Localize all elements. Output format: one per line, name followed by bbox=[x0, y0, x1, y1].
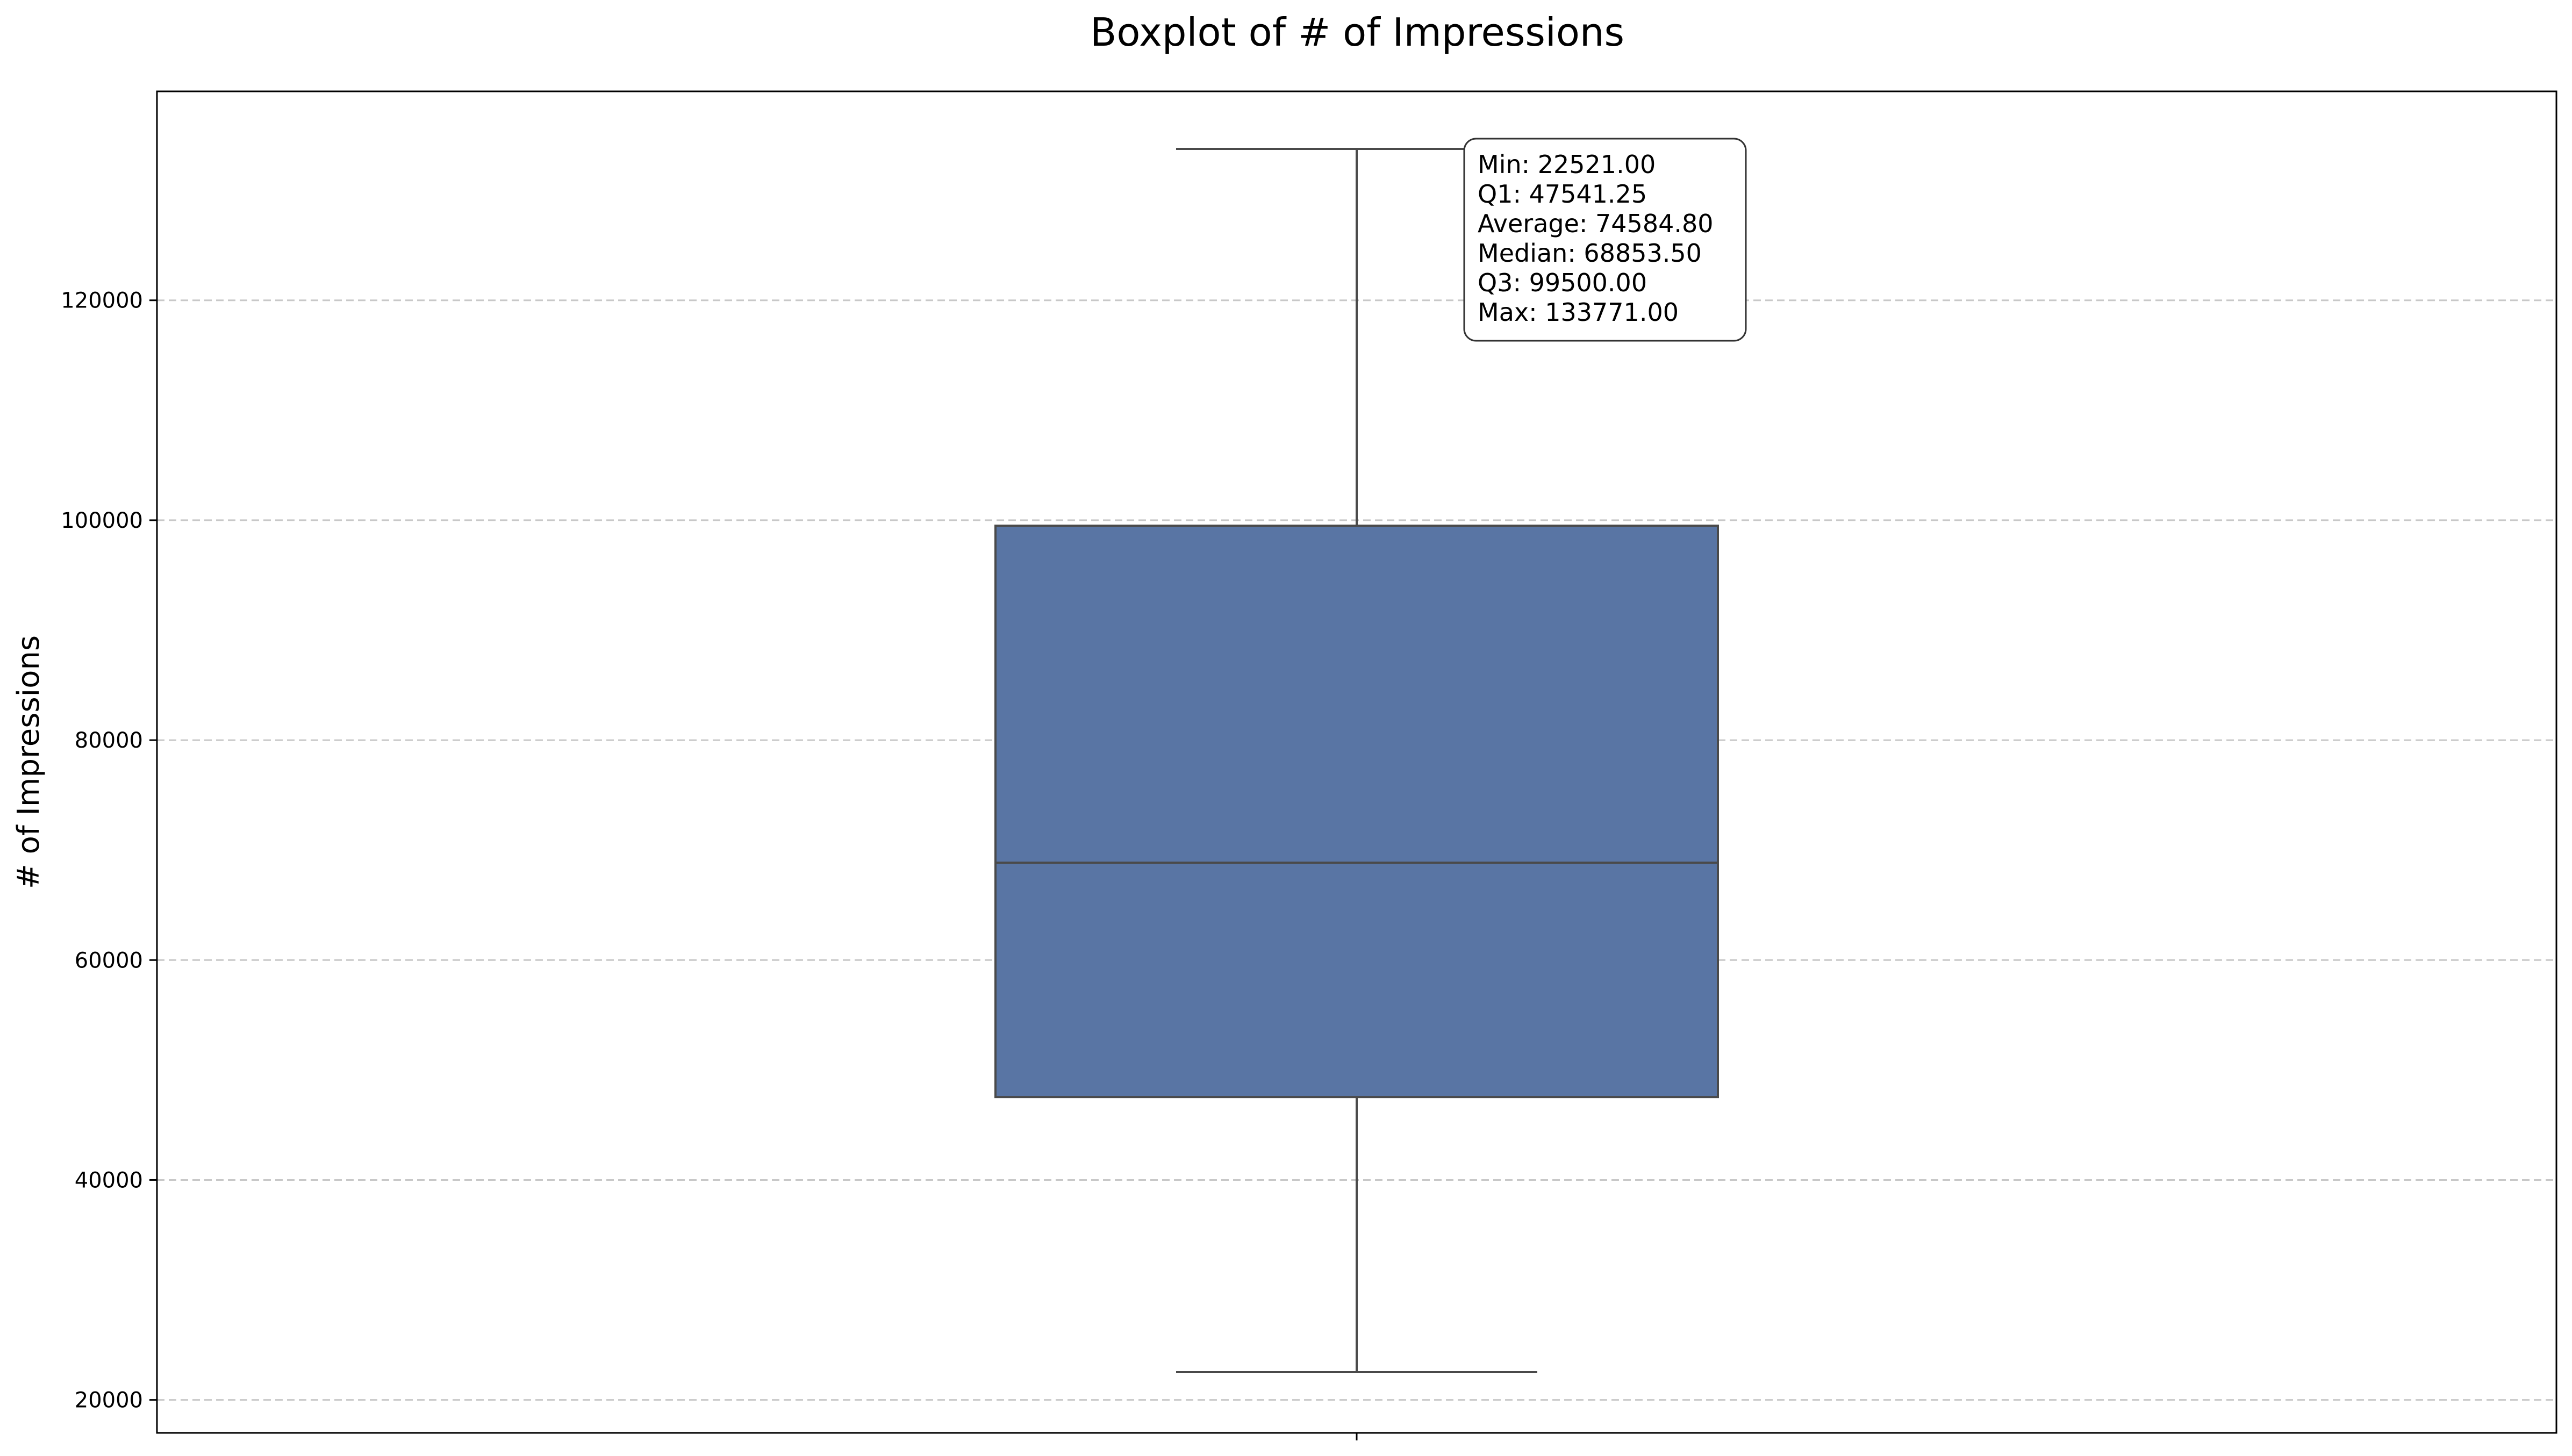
chart-title: Boxplot of # of Impressions bbox=[1090, 10, 1624, 55]
annotation-min: Min: 22521.00 bbox=[1478, 150, 1656, 179]
y-tick-label: 60000 bbox=[75, 948, 143, 973]
y-axis-label: # of Impressions bbox=[11, 635, 46, 889]
y-tick-label: 20000 bbox=[75, 1388, 143, 1413]
annotation-box bbox=[1463, 138, 1747, 342]
annotation-q3: Q3: 99500.00 bbox=[1478, 268, 1647, 297]
y-tick-label: 100000 bbox=[61, 508, 143, 533]
y-tick-label: 40000 bbox=[75, 1168, 143, 1193]
box-layer bbox=[994, 147, 1719, 1374]
annotation-q1: Q1: 47541.25 bbox=[1478, 180, 1647, 209]
y-tick-label: 80000 bbox=[75, 728, 143, 753]
iqr-box bbox=[994, 525, 1719, 1099]
y-axis: 20000 40000 60000 80000 100000 120000 bbox=[61, 289, 157, 1413]
stats-annotation: Min: 22521.00 Q1: 47541.25 Average: 7458… bbox=[1463, 138, 1747, 342]
annotation-max: Max: 133771.00 bbox=[1478, 298, 1679, 327]
annotation-median: Median: 68853.50 bbox=[1478, 239, 1702, 268]
y-tick-label: 120000 bbox=[61, 289, 143, 313]
annotation-average: Average: 74584.80 bbox=[1478, 209, 1714, 238]
